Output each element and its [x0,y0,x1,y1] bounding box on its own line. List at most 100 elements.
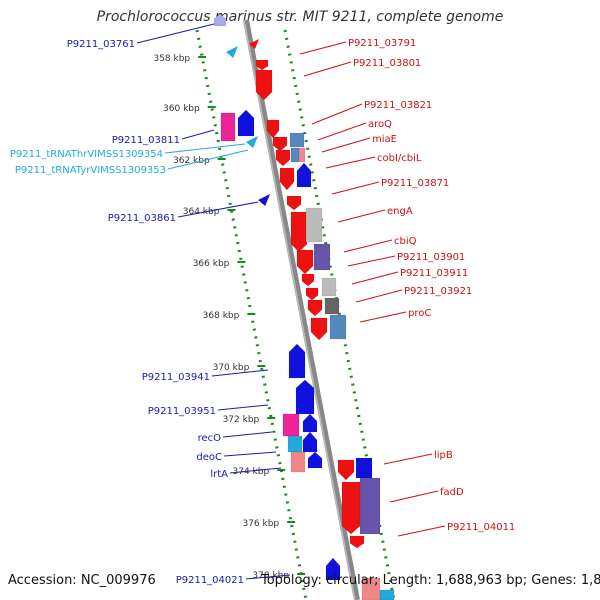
rulers [195,29,396,600]
gene-labels: P9211_03761 P9211_03811 P9211_tRNAThrVIMSS… [10,38,515,586]
gene-engA-block [305,207,323,243]
tick-label: 368 kbp [203,311,240,321]
gene-label-left: P9211_03861 [108,213,176,224]
gene-features [213,13,395,600]
gene-engA [290,211,308,253]
backbone-line [243,19,360,600]
gene-label-left: recO [198,433,222,444]
gene-03871-rev [296,162,312,188]
trna-marker-top [226,46,238,58]
tick-label: 370 kbp [213,363,250,373]
genome-backbone [243,19,360,600]
gene-03951 [295,379,315,415]
gene-cobI-block2 [298,147,306,163]
leader-line-right [383,453,433,465]
gene-03821 [266,119,280,139]
tick-label: 360 kbp [163,104,200,114]
gene-label-left: P9211_tRNAThrVIMSS1309354 [10,149,163,160]
gene-lipB [337,459,355,481]
tick-label: 376 kbp [242,519,279,529]
leader-line-left [181,129,215,140]
leader-lines [136,23,446,580]
gene-label-left: P9211_03811 [112,135,180,146]
gene-label-right: P9211_03871 [381,178,449,189]
gene-03921 [307,299,323,317]
gene-bottom-trna [379,589,395,600]
tick-label: 366 kbp [193,259,230,269]
gene-03761 [213,13,227,27]
gene-cbiQ [296,249,314,275]
leader-line-right [303,61,352,77]
gene-lrtA-block [290,451,306,473]
gene-aroQ [272,136,288,152]
gene-03791 [249,39,259,49]
map-title: Prochlorococcus marinus str. MIT 9211, c… [96,9,504,25]
trna-thr [246,136,258,148]
gene-label-right: P9211_03911 [400,268,468,279]
gene-miaE [275,149,291,167]
leader-line-right [343,239,393,253]
leader-line-left [217,404,269,411]
gene-label-right: lipB [434,450,453,461]
gene-label-left: lrtA [210,469,228,480]
gene-label-right: P9211_03821 [364,100,432,111]
leader-line-right [317,122,367,141]
tick-label: 362 kbp [173,156,210,166]
gene-03811 [237,109,255,137]
leader-line-left [164,143,246,154]
gene-deoC [307,451,323,469]
leader-line-right [331,181,380,195]
gene-label-right: P9211_03901 [397,252,465,263]
gene-label-left: P9211_03951 [148,406,216,417]
right-ruler [283,29,396,600]
leader-line-left [136,23,215,44]
leader-line-right [321,137,371,153]
gene-03911 [305,287,319,301]
leader-line-right [337,209,386,223]
left-ruler [195,29,308,600]
gene-fadD [341,481,361,535]
gene-04021 [325,557,341,581]
leader-line-left [167,149,249,170]
gene-label-left: deoC [196,452,222,463]
gene-miaE-block [289,132,305,148]
leader-line-right [351,271,399,285]
gene-label-left: P9211_04021 [176,575,244,586]
genome-summary-text: Topology: circular; Length: 1,688,963 bp… [261,573,600,588]
gene-proC-block [329,314,347,340]
leader-line-left [229,467,282,474]
gene-label-right: P9211_04011 [447,522,515,533]
gene-03911-block [321,277,337,297]
leader-line-right [299,41,347,55]
leader-line-right [325,156,376,169]
tick-label: 378 kbp [252,571,289,581]
gene-fadD-block [359,477,381,535]
gene-recO [302,431,318,453]
leader-line-right [389,490,439,503]
gene-03801 [255,69,273,101]
gene-label-right: proC [408,308,431,319]
gene-deoC-block [287,435,303,453]
tick-label: 372 kbp [223,415,260,425]
gene-label-right: cbiQ [394,236,417,247]
gene-label-right: P9211_03791 [348,38,416,49]
gene-03861 [258,194,270,206]
leader-line-left [211,369,269,377]
gene-label-right: aroQ [368,119,392,130]
gene-03901 [301,273,315,287]
leader-line-left [222,431,273,438]
gene-label-right: P9211_03921 [404,286,472,297]
gene-label-left: P9211_tRNATyrVIMSS1309353 [15,165,166,176]
gene-04011 [349,535,365,549]
leader-line-right [347,255,396,267]
tick-labels: 358 kbp 360 kbp 362 kbp 364 kbp 366 kbp 368 k… [153,54,306,581]
gene-proC [310,317,328,341]
gene-03871 [286,195,302,211]
tick-label: 374 kbp [233,467,270,477]
gene-bottom-block [361,577,381,600]
gene-label-left: P9211_03941 [142,372,210,383]
gene-label-right: P9211_03801 [353,58,421,69]
backbone-highlight [243,19,356,600]
leader-line-left [177,201,259,218]
